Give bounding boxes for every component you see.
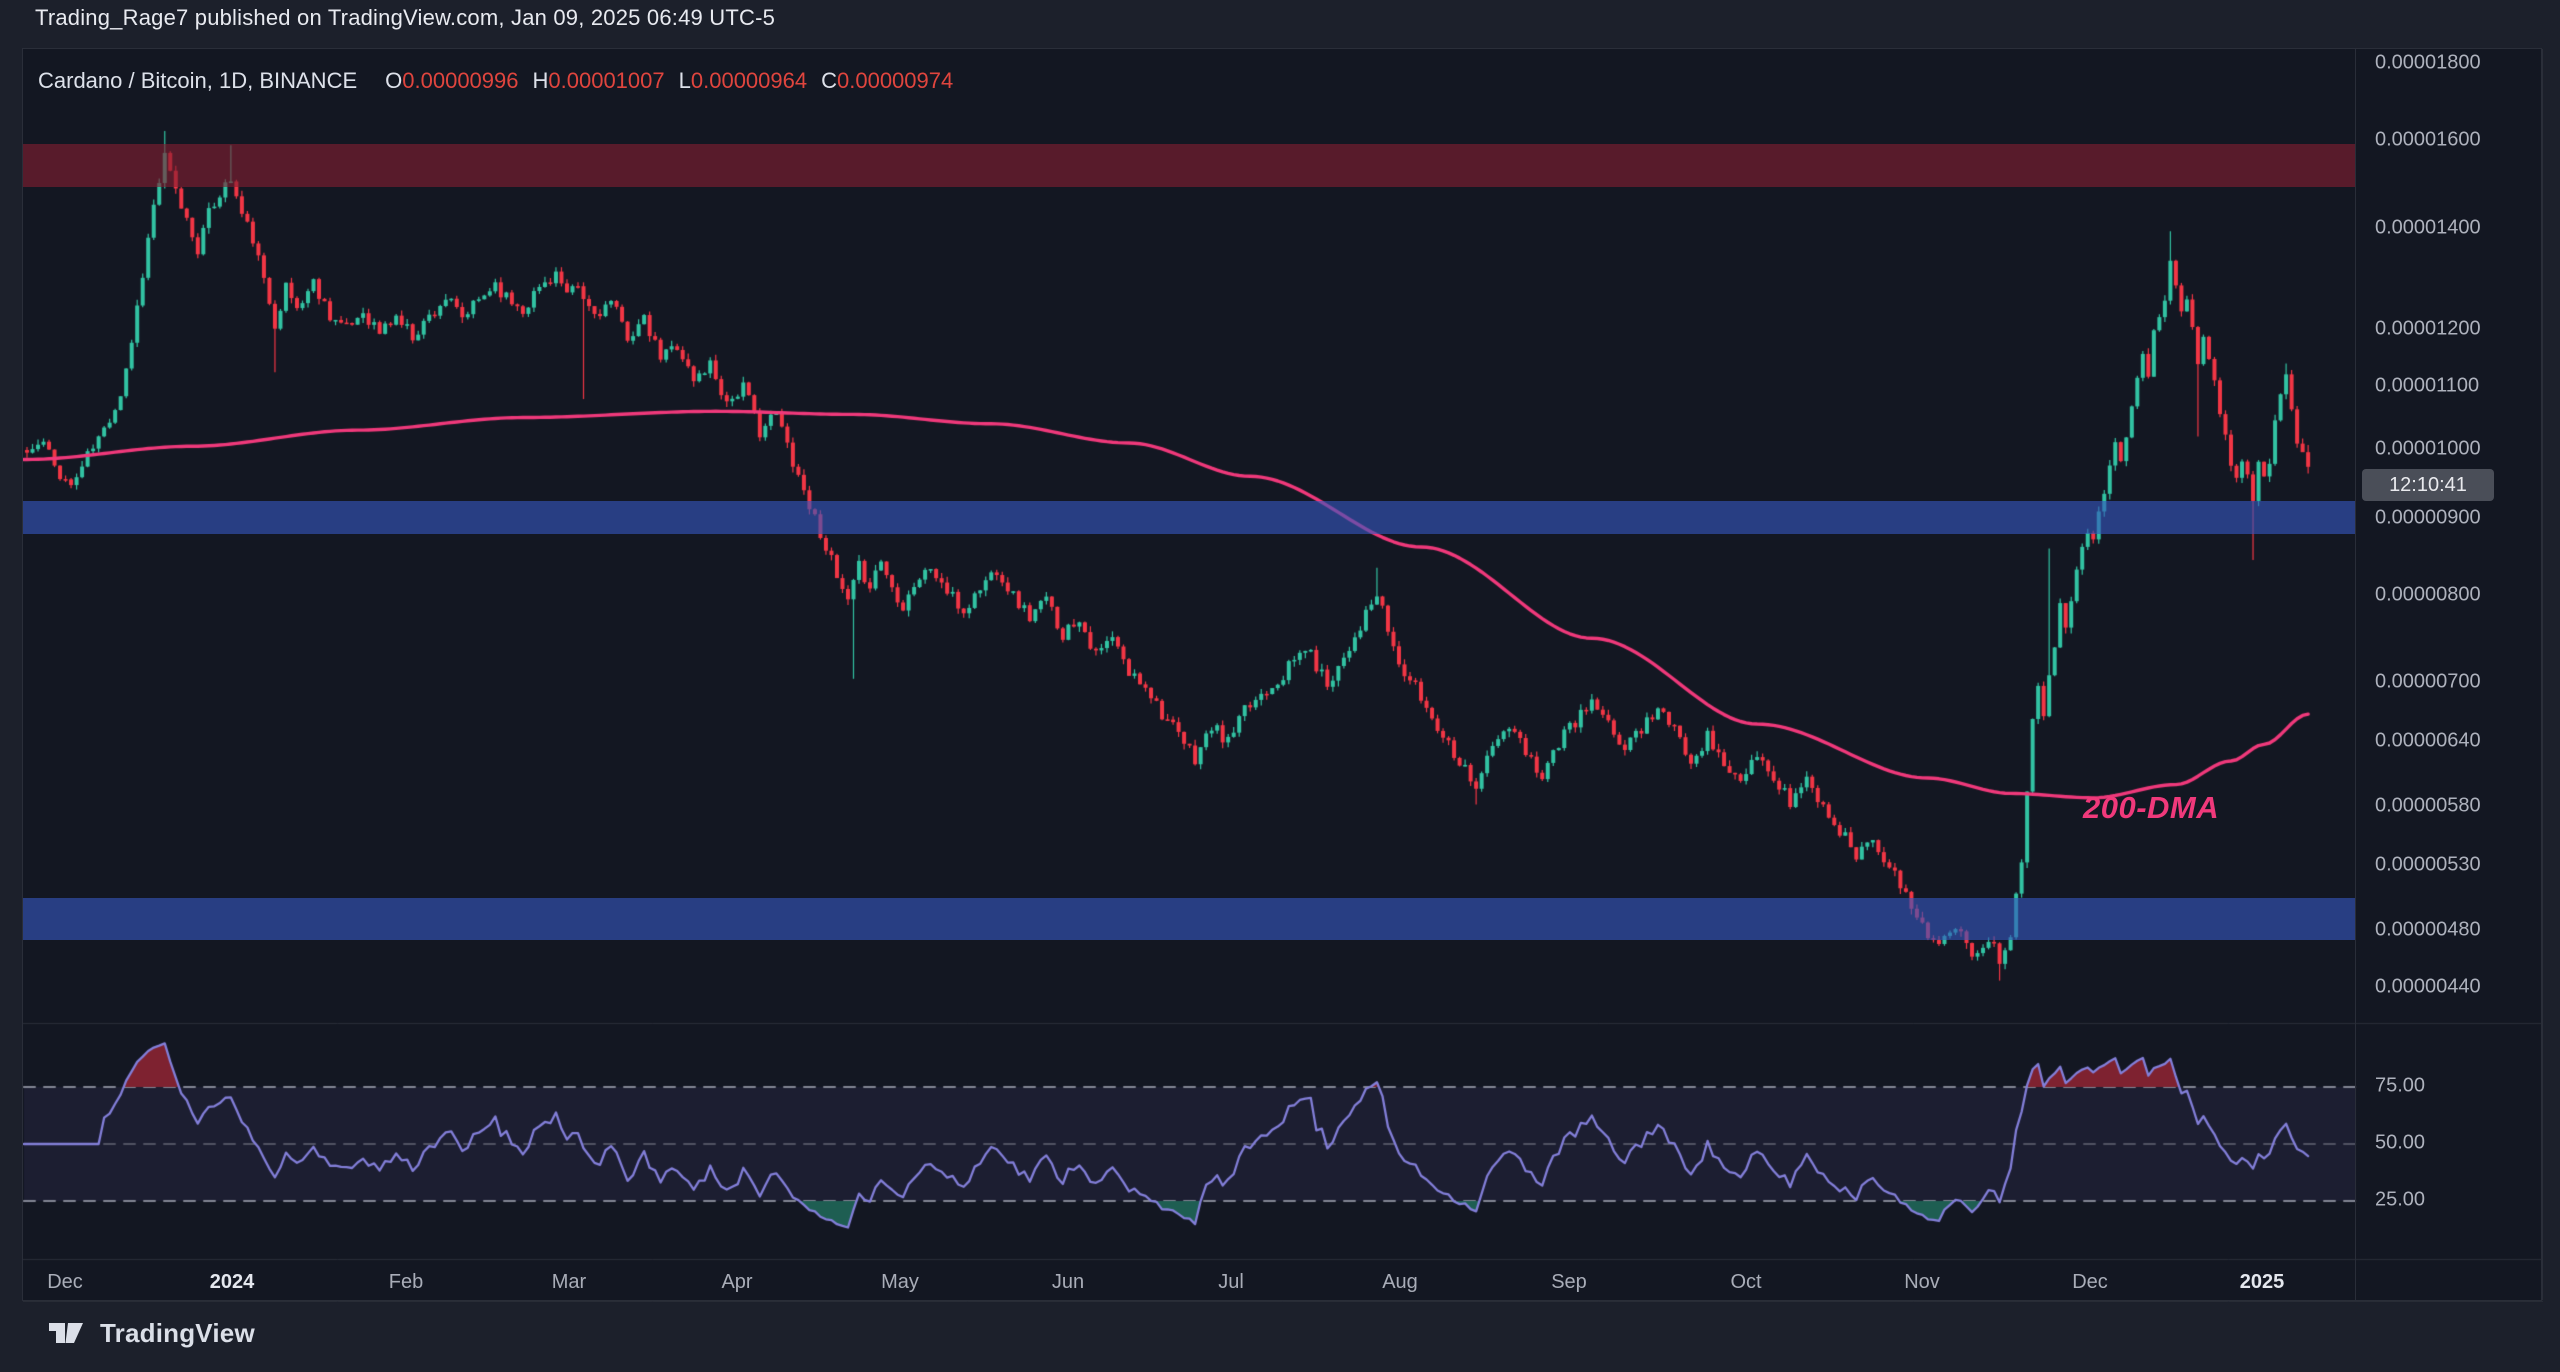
time-tick-label: 2024 xyxy=(209,1271,255,1293)
price-tick-label: 0.00000900 xyxy=(2375,506,2481,529)
time-tick-label: Apr xyxy=(721,1271,753,1293)
rsi-tick-label: 75.00 xyxy=(2375,1074,2426,1097)
right-border xyxy=(2542,49,2543,1300)
support-zone-lower xyxy=(23,897,2355,940)
resistance-zone xyxy=(23,143,2355,187)
time-tick-label: 2025 xyxy=(2239,1271,2285,1293)
time-tick-label: Oct xyxy=(1730,1271,1762,1293)
bar-countdown-badge: 12:10:41 xyxy=(2362,468,2494,501)
chart-widget xyxy=(22,48,2543,1302)
price-tick-label: 0.00001100 xyxy=(2375,374,2480,397)
time-tick-label: Jul xyxy=(1218,1271,1244,1293)
price-tick-label: 0.00000800 xyxy=(2375,583,2481,606)
price-tick-label: 0.00001200 xyxy=(2375,317,2481,340)
price-tick-label: 0.00001400 xyxy=(2375,216,2481,239)
support-zone-upper xyxy=(23,501,2355,534)
symbol-title[interactable]: Cardano / Bitcoin, 1D, BINANCE xyxy=(38,68,358,93)
time-tick-label: Jun xyxy=(1051,1271,1085,1293)
tradingview-brand[interactable]: TradingView xyxy=(100,1317,255,1348)
price-tick-label: 0.00001800 xyxy=(2375,51,2481,74)
ohlc-close-value: 0.00000974 xyxy=(837,68,954,93)
time-tick-label: Dec xyxy=(47,1271,83,1293)
price-tick-label: 0.00000480 xyxy=(2375,918,2481,941)
time-tick-label: Aug xyxy=(1382,1271,1418,1293)
time-tick-label: Feb xyxy=(388,1271,424,1293)
price-tick-label: 0.00000440 xyxy=(2375,975,2481,998)
time-tick-label: May xyxy=(881,1271,919,1293)
time-tick-label: Nov xyxy=(1904,1271,1940,1293)
price-tick-label: 0.00000640 xyxy=(2375,729,2481,752)
footer: TradingView xyxy=(48,1315,255,1351)
price-tick-label: 0.00001600 xyxy=(2375,128,2481,151)
axis-separator xyxy=(2355,49,2356,1300)
rsi-tick-label: 25.00 xyxy=(2375,1188,2426,1211)
tradingview-logo-icon xyxy=(49,1323,83,1343)
ohlc-low-value: 0.00000964 xyxy=(690,68,808,93)
ohlc-open-label: O xyxy=(385,68,403,93)
price-tick-label: 0.00000530 xyxy=(2375,853,2481,876)
ohlc-close-label: C xyxy=(821,68,837,93)
published-info: Trading_Rage7 published on TradingView.c… xyxy=(35,5,776,30)
ma-200-label: 200-DMA xyxy=(2083,790,2220,825)
ohlc-low-label: L xyxy=(678,68,691,93)
time-tick-label: Mar xyxy=(551,1271,587,1293)
ohlc-open-value: 0.00000996 xyxy=(402,68,519,93)
chart-legend: Cardano / Bitcoin, 1D, BINANCE O0.0000099… xyxy=(38,68,953,94)
price-tick-label: 0.00000700 xyxy=(2375,670,2481,693)
chart-canvas[interactable] xyxy=(23,49,2543,1302)
ohlc-high-value: 0.00001007 xyxy=(548,68,665,93)
price-tick-label: 0.00000580 xyxy=(2375,794,2481,817)
rsi-tick-label: 50.00 xyxy=(2375,1131,2426,1154)
ohlc-high-label: H xyxy=(532,68,549,93)
time-tick-label: Dec xyxy=(2072,1271,2108,1293)
time-tick-label: Sep xyxy=(1551,1271,1587,1293)
price-tick-label: 0.00001000 xyxy=(2375,437,2481,460)
